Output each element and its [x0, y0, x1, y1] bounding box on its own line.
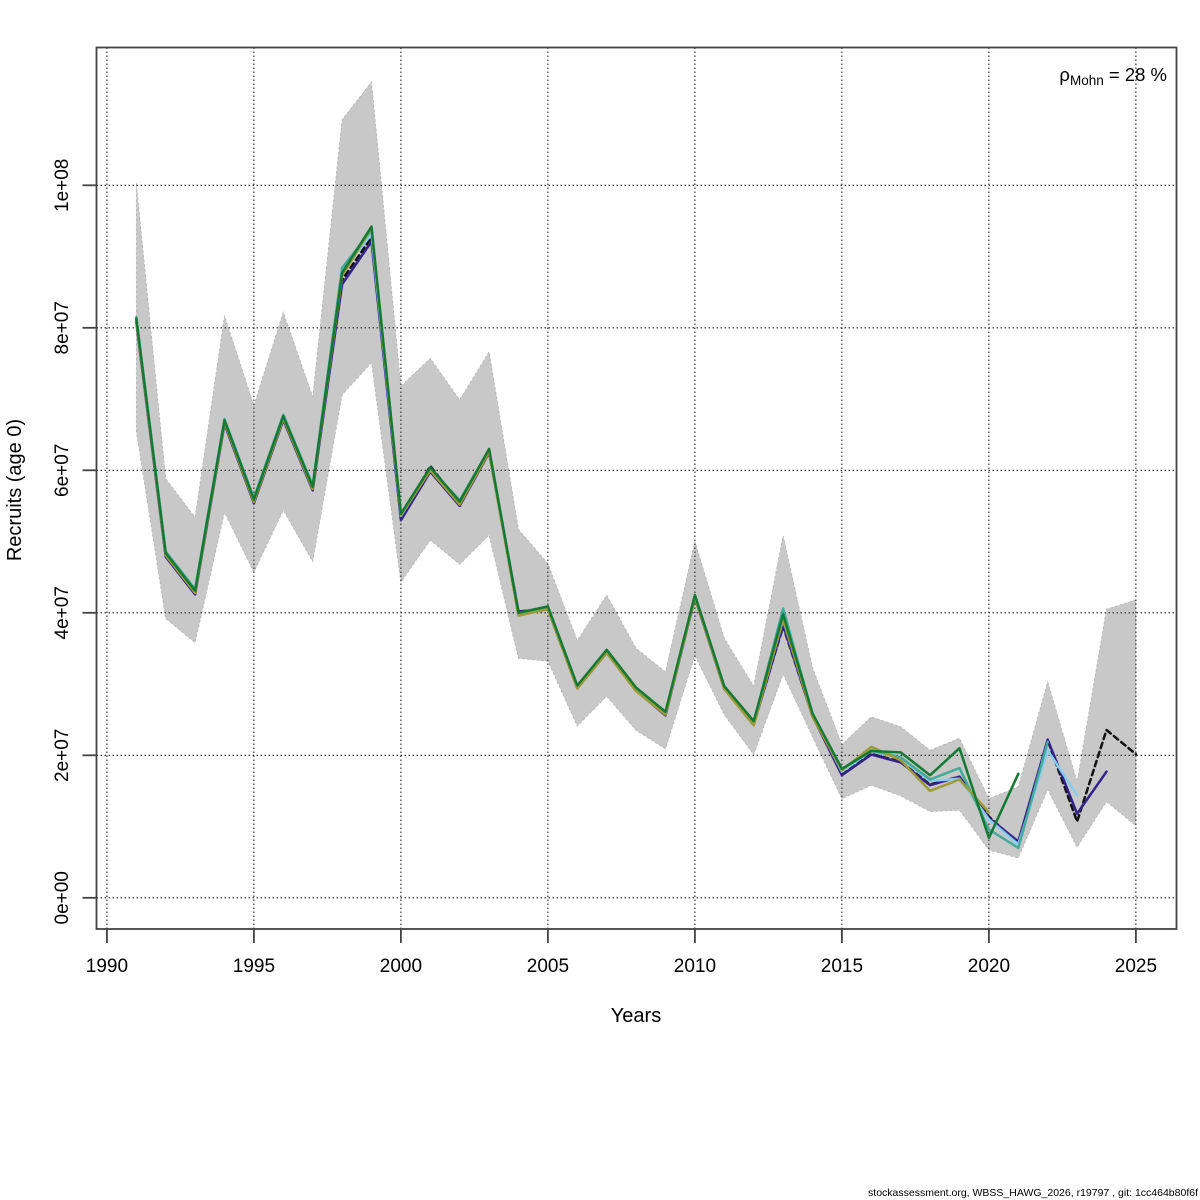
svg-text:2005: 2005 [527, 956, 569, 977]
svg-text:6e+07: 6e+07 [52, 444, 73, 497]
svg-text:2015: 2015 [821, 956, 863, 977]
svg-text:2e+07: 2e+07 [52, 729, 73, 782]
svg-text:2025: 2025 [1115, 956, 1157, 977]
svg-text:1990: 1990 [86, 956, 128, 977]
svg-text:1995: 1995 [233, 956, 275, 977]
svg-text:2000: 2000 [380, 956, 422, 977]
svg-text:8e+07: 8e+07 [52, 301, 73, 354]
svg-text:Years: Years [611, 1005, 661, 1027]
svg-text:0e+00: 0e+00 [52, 871, 73, 924]
svg-text:Recruits (age 0): Recruits (age 0) [4, 419, 26, 561]
svg-text:1e+08: 1e+08 [52, 159, 73, 212]
svg-text:stockassessment.org, WBSS_HAWG: stockassessment.org, WBSS_HAWG_2026, r19… [868, 1187, 1198, 1199]
svg-text:2010: 2010 [674, 956, 716, 977]
svg-text:4e+07: 4e+07 [52, 586, 73, 639]
svg-text:2020: 2020 [968, 956, 1010, 977]
